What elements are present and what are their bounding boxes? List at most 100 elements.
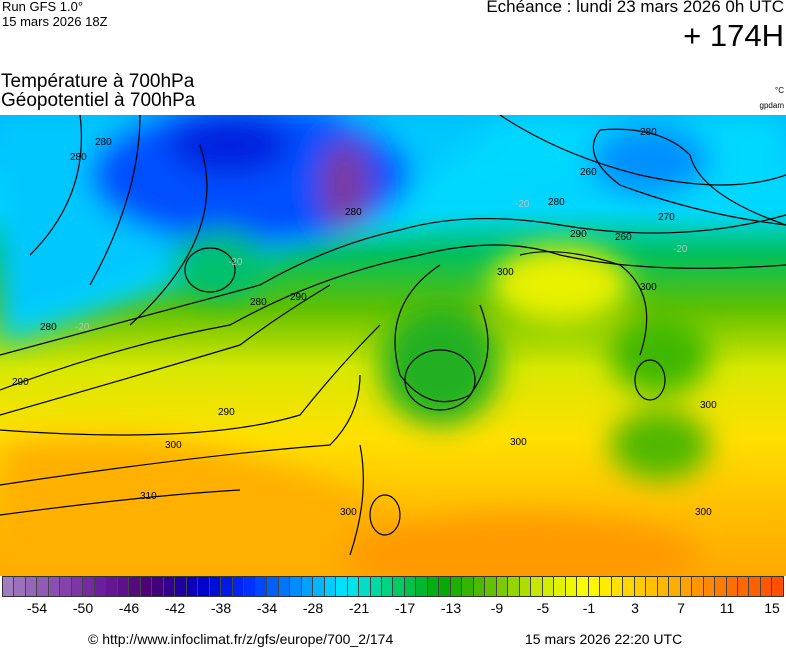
color-scale-label: -38 [210, 600, 232, 616]
contour-label: 300 [510, 437, 527, 448]
color-scale-cell [221, 577, 233, 596]
color-scale-label: -46 [118, 600, 140, 616]
color-scale-cell [83, 577, 95, 596]
color-scale-cell [565, 577, 578, 596]
color-scale-cell [37, 577, 49, 596]
temp-contour-label: -20 [75, 322, 90, 333]
color-scale-cell [416, 577, 428, 596]
contour-label: 300 [700, 400, 717, 411]
color-scale-cell [600, 577, 612, 596]
contour-label: 280 [70, 152, 87, 163]
color-scale-cell [244, 577, 256, 596]
color-scale-cell [163, 577, 176, 596]
contour-label: 270 [658, 212, 675, 223]
map-titles: Température à 700hPa Géopotentiel à 700hP… [1, 72, 195, 110]
color-scale-cell [473, 577, 486, 596]
color-scale-label: 7 [677, 600, 685, 616]
color-scale-cell [749, 577, 761, 596]
run-model: Run GFS 1.0° [2, 0, 84, 14]
unit-geopotential: gpdam [759, 101, 784, 110]
title-geopotential: Géopotentiel à 700hPa [1, 90, 196, 111]
run-date: 15 mars 2026 18Z [2, 14, 108, 29]
color-scale-cell [25, 577, 38, 596]
color-scale-cell [324, 577, 337, 596]
color-scale-cell [94, 577, 107, 596]
color-scale-cell [738, 577, 750, 596]
contour-label: 280 [250, 297, 267, 308]
color-scale-cell [14, 577, 26, 596]
contour-label: 290 [570, 229, 587, 240]
color-scale-cell [71, 577, 84, 596]
color-scale-cell [450, 577, 463, 596]
color-scale-cell [301, 577, 314, 596]
temp-contour-label: -20 [673, 244, 688, 255]
color-scale-cell [381, 577, 394, 596]
color-scale-cell [519, 577, 532, 596]
contour-label: 290 [290, 292, 307, 303]
color-scale-label: -54 [26, 600, 48, 616]
color-scale-label: -28 [302, 600, 324, 616]
color-scale-label: -1 [582, 600, 596, 616]
generation-time: 15 mars 2026 22:20 UTC [525, 631, 683, 647]
color-scale-label: 11 [719, 600, 735, 616]
color-scale-cell [634, 577, 647, 596]
contour-label: 260 [580, 167, 597, 178]
color-scale-cell [152, 577, 164, 596]
color-scale-label: -5 [536, 600, 550, 616]
contour-label: 290 [12, 377, 29, 388]
color-scale-cell [347, 577, 360, 596]
color-scale-cell [427, 577, 440, 596]
color-scale-cell [542, 577, 555, 596]
color-scale-cell [703, 577, 716, 596]
color-scale-cell [267, 577, 279, 596]
color-scale-cell [278, 577, 291, 596]
contour-labels: 280 280 280 290 290 290 300 300 310 300 … [12, 127, 717, 518]
color-scale-cell [209, 577, 222, 596]
color-scale-label: -34 [256, 600, 278, 616]
color-scale-cell [255, 577, 268, 596]
color-scale-cell [336, 577, 348, 596]
contour-label: 280 [40, 322, 57, 333]
color-scale-cell [485, 577, 497, 596]
color-scale-cell [496, 577, 509, 596]
color-scale-label: -50 [72, 600, 94, 616]
color-scale-cell [439, 577, 451, 596]
source-url: © http://www.infoclimat.fr/z/gfs/europe/… [88, 631, 394, 647]
color-scale-cell [129, 577, 141, 596]
color-scale-cell [588, 577, 601, 596]
color-scale-cell [290, 577, 302, 596]
color-scale-cell [508, 577, 520, 596]
color-scale-cell [462, 577, 474, 596]
color-scale-cell [106, 577, 118, 596]
title-temperature: Température à 700hPa [1, 71, 195, 92]
color-scale-cell [313, 577, 325, 596]
geopotential-contours [0, 115, 786, 556]
color-scale-cell [140, 577, 153, 596]
contour-label: 260 [615, 232, 632, 243]
color-scale-labels: -54 -50 -46 -42 -38 -34 -28 -21 -17 -13 -9 -5 -1 3 7 11… [0, 600, 786, 620]
color-scale-label: 15 [764, 600, 780, 616]
color-scale-cell [577, 577, 589, 596]
color-scale-cell [715, 577, 727, 596]
contour-label: 280 [548, 197, 565, 208]
color-scale-cell [726, 577, 738, 596]
forecast-valid-time: Echéance : lundi 23 mars 2026 0h UTC [486, 0, 784, 16]
color-scale-label: -17 [394, 600, 416, 616]
color-scale-cell [60, 577, 72, 596]
color-scale-cell [48, 577, 61, 596]
color-scale-cell [680, 577, 693, 596]
color-scale-cell [692, 577, 704, 596]
color-scale-cell [359, 577, 371, 596]
color-scale-cell [232, 577, 245, 596]
color-scale-cell [393, 577, 405, 596]
contour-label: 300 [497, 267, 514, 278]
temperature-field [0, 115, 786, 576]
temp-contour-label: -20 [515, 199, 530, 210]
color-scale-cell [646, 577, 658, 596]
color-scale-cell [198, 577, 210, 596]
contour-label: 300 [640, 282, 657, 293]
color-scale [2, 576, 784, 597]
color-scale-cell [370, 577, 382, 596]
color-scale-cell [531, 577, 543, 596]
color-scale-cell [623, 577, 635, 596]
